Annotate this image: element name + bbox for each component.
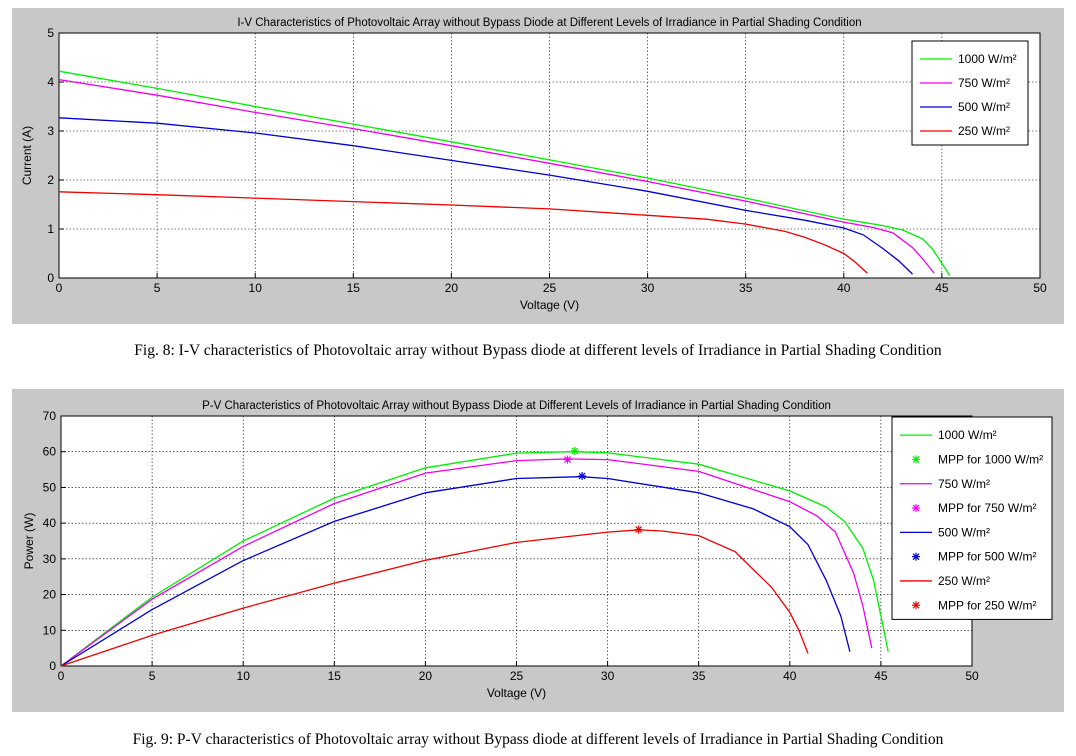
legend-label-mpp-for-1000-w-m: MPP for 1000 W/m² bbox=[938, 452, 1043, 466]
iv-x-tick-label: 50 bbox=[1033, 281, 1047, 295]
pv-x-tick-label: 35 bbox=[692, 669, 706, 683]
legend-star-swatch bbox=[912, 552, 920, 561]
pv-series-750-w-m bbox=[60, 458, 873, 667]
iv-legend: 1000 W/m² 750 W/m² 500 W/m² 250 W/m² bbox=[911, 40, 1029, 146]
pv-y-tick-label: 70 bbox=[43, 409, 57, 423]
pv-chart: P-V Characteristics of Photovoltaic Arra… bbox=[22, 400, 1053, 700]
pv-x-axis-label: Voltage (V) bbox=[487, 686, 546, 700]
legend-label-1000-w-m: 1000 W/m² bbox=[958, 52, 1017, 66]
mpp-star-stroke bbox=[912, 456, 920, 463]
iv-y-tick-label: 3 bbox=[47, 124, 54, 138]
pv-x-tick-label: 30 bbox=[601, 669, 615, 683]
legend-label-250-w-m: 250 W/m² bbox=[958, 124, 1010, 138]
iv-y-tick-label: 5 bbox=[47, 26, 54, 40]
iv-series-1000-w-m bbox=[58, 70, 951, 276]
pv-marker-mpp-for-1000-w-m bbox=[570, 447, 579, 455]
pv-y-tick-label: 20 bbox=[43, 588, 57, 602]
mpp-star-stroke bbox=[912, 601, 920, 609]
iv-series-500-w-m bbox=[58, 117, 913, 275]
pv-series-1000-w-m bbox=[60, 451, 889, 667]
iv-y-axis-label: Current (A) bbox=[20, 126, 34, 185]
pv-marker-mpp-for-500-w-m bbox=[578, 472, 587, 480]
pv-x-tick-label: 45 bbox=[874, 669, 888, 683]
pv-x-tick-label: 20 bbox=[419, 669, 433, 683]
pv-marker-mpp-for-250-w-m bbox=[634, 525, 643, 534]
pv-marker-mpp-for-750-w-m bbox=[563, 455, 572, 464]
pv-x-tick-label: 5 bbox=[149, 669, 156, 683]
pv-x-tick-label: 0 bbox=[58, 669, 65, 683]
mpp-star-stroke bbox=[578, 472, 586, 480]
iv-y-tick-label: 2 bbox=[47, 173, 54, 187]
legend-label-750-w-m: 750 W/m² bbox=[958, 76, 1010, 90]
iv-x-tick-label: 30 bbox=[641, 281, 655, 295]
pv-y-tick-label: 60 bbox=[43, 445, 57, 459]
pv-y-tick-label: 40 bbox=[43, 516, 57, 530]
pv-y-axis-label: Power (W) bbox=[22, 513, 36, 570]
figure-8-caption: Fig. 8: I-V characteristics of Photovolt… bbox=[134, 342, 942, 359]
pv-x-tick-label: 10 bbox=[237, 669, 251, 683]
iv-y-tick-label: 4 bbox=[47, 75, 54, 89]
pv-x-tick-label: 25 bbox=[510, 669, 524, 683]
mpp-star-stroke bbox=[564, 456, 571, 463]
pv-legend-box bbox=[891, 416, 1053, 620]
iv-chart-panel: I-V Characteristics of Photovoltaic Arra… bbox=[12, 8, 1064, 324]
iv-legend-box bbox=[911, 40, 1029, 146]
legend-label-mpp-for-250-w-m: MPP for 250 W/m² bbox=[938, 598, 1036, 612]
legend-star-swatch bbox=[912, 601, 920, 610]
iv-x-tick-label: 0 bbox=[56, 281, 63, 295]
iv-x-tick-label: 15 bbox=[347, 281, 361, 295]
pv-y-tick-label: 30 bbox=[43, 552, 57, 566]
iv-x-tick-label: 5 bbox=[154, 281, 161, 295]
iv-x-tick-label: 35 bbox=[739, 281, 753, 295]
iv-chart: I-V Characteristics of Photovoltaic Arra… bbox=[20, 17, 1047, 312]
iv-chart-title: I-V Characteristics of Photovoltaic Arra… bbox=[237, 17, 861, 29]
iv-x-axis-label: Voltage (V) bbox=[520, 298, 579, 312]
pv-x-tick-label: 15 bbox=[328, 669, 342, 683]
iv-x-tick-label: 10 bbox=[249, 281, 263, 295]
mpp-star-stroke bbox=[635, 526, 642, 533]
mpp-star-stroke bbox=[912, 504, 920, 512]
legend-label-1000-w-m: 1000 W/m² bbox=[938, 428, 997, 442]
legend-label-mpp-for-500-w-m: MPP for 500 W/m² bbox=[938, 550, 1036, 564]
pv-y-tick-label: 50 bbox=[43, 480, 57, 494]
mpp-star-stroke bbox=[571, 447, 579, 455]
iv-x-tick-label: 40 bbox=[837, 281, 851, 295]
pv-chart-title: P-V Characteristics of Photovoltaic Arra… bbox=[202, 400, 831, 412]
iv-y-tick-label: 0 bbox=[47, 271, 54, 285]
iv-x-tick-label: 25 bbox=[543, 281, 557, 295]
pv-x-tick-label: 50 bbox=[965, 669, 979, 683]
pv-y-tick-label: 10 bbox=[43, 623, 57, 637]
pv-x-tick-label: 40 bbox=[783, 669, 797, 683]
legend-star-swatch bbox=[912, 504, 920, 513]
pv-chart-panel: P-V Characteristics of Photovoltaic Arra… bbox=[12, 389, 1064, 712]
iv-series-750-w-m bbox=[58, 78, 935, 274]
mpp-star-stroke bbox=[912, 553, 920, 561]
pv-series-250-w-m bbox=[60, 529, 809, 667]
figure-9-caption: Fig. 9: P-V characteristics of Photovolt… bbox=[132, 731, 944, 748]
legend-star-swatch bbox=[912, 455, 920, 464]
legend-label-500-w-m: 500 W/m² bbox=[958, 100, 1010, 114]
legend-label-750-w-m: 750 W/m² bbox=[938, 477, 990, 491]
iv-x-tick-label: 45 bbox=[935, 281, 949, 295]
iv-y-tick-label: 1 bbox=[47, 222, 54, 236]
pv-legend: 1000 W/m² MPP for 1000 W/m² 750 W/m² MPP fo… bbox=[891, 416, 1053, 620]
iv-x-tick-label: 20 bbox=[445, 281, 459, 295]
pv-y-tick-label: 0 bbox=[49, 659, 56, 673]
legend-label-250-w-m: 250 W/m² bbox=[938, 574, 990, 588]
legend-label-500-w-m: 500 W/m² bbox=[938, 525, 990, 539]
iv-series-250-w-m bbox=[58, 191, 868, 274]
legend-label-mpp-for-750-w-m: MPP for 750 W/m² bbox=[938, 501, 1036, 515]
pv-series-500-w-m bbox=[60, 476, 851, 667]
